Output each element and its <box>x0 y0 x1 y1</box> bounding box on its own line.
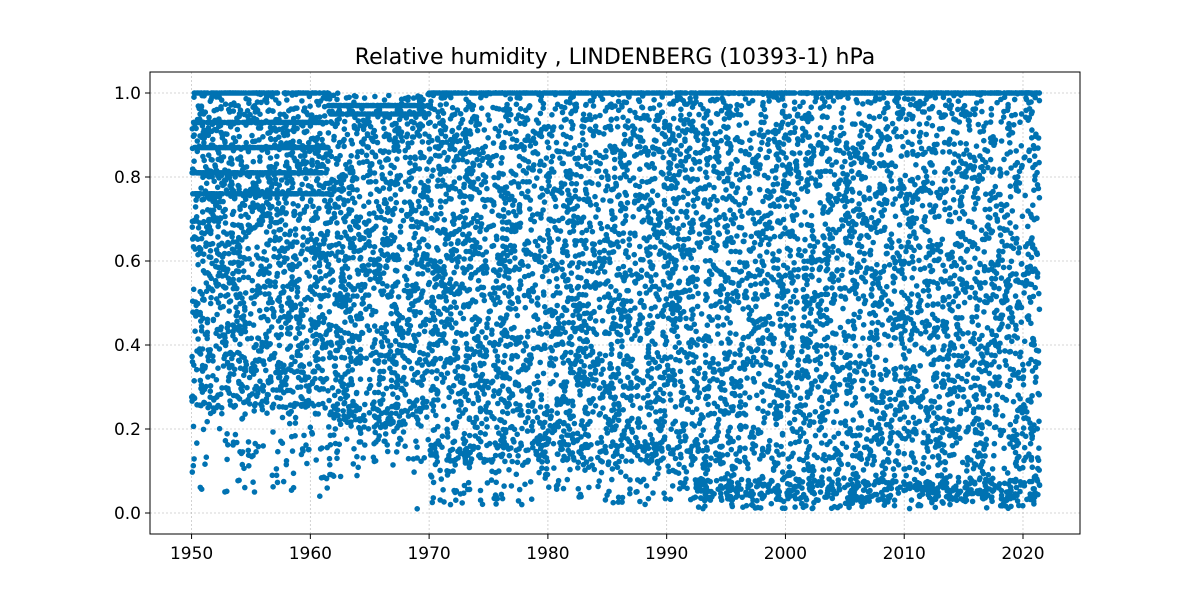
y-tick-label: 0.2 <box>114 420 141 440</box>
plot-area-frame <box>149 71 1081 535</box>
x-tick-label: 2010 <box>883 544 926 564</box>
y-tick-label: 0.6 <box>114 252 141 272</box>
scatter-points <box>188 90 1043 512</box>
x-tick-label: 1980 <box>526 544 569 564</box>
x-tick-label: 2000 <box>764 544 807 564</box>
chart-title: Relative humidity , LINDENBERG (10393-1)… <box>355 45 875 70</box>
y-tick-label: 0.4 <box>114 336 141 356</box>
y-tick-label: 1.0 <box>114 84 141 104</box>
x-tick-label: 1970 <box>407 544 450 564</box>
x-tick-label: 1960 <box>289 544 332 564</box>
y-axis: 0.0 0.2 0.4 0.6 0.8 1.0 <box>114 84 150 524</box>
x-tick-label: 1950 <box>170 544 213 564</box>
x-axis: 1950 1960 1970 1980 1990 2000 2010 2020 <box>170 534 1045 564</box>
y-tick-label: 0.0 <box>114 504 141 524</box>
y-tick-label: 0.8 <box>114 168 141 188</box>
x-tick-label: 1990 <box>645 544 688 564</box>
x-tick-label: 2020 <box>1001 544 1044 564</box>
data-points <box>188 90 1043 512</box>
